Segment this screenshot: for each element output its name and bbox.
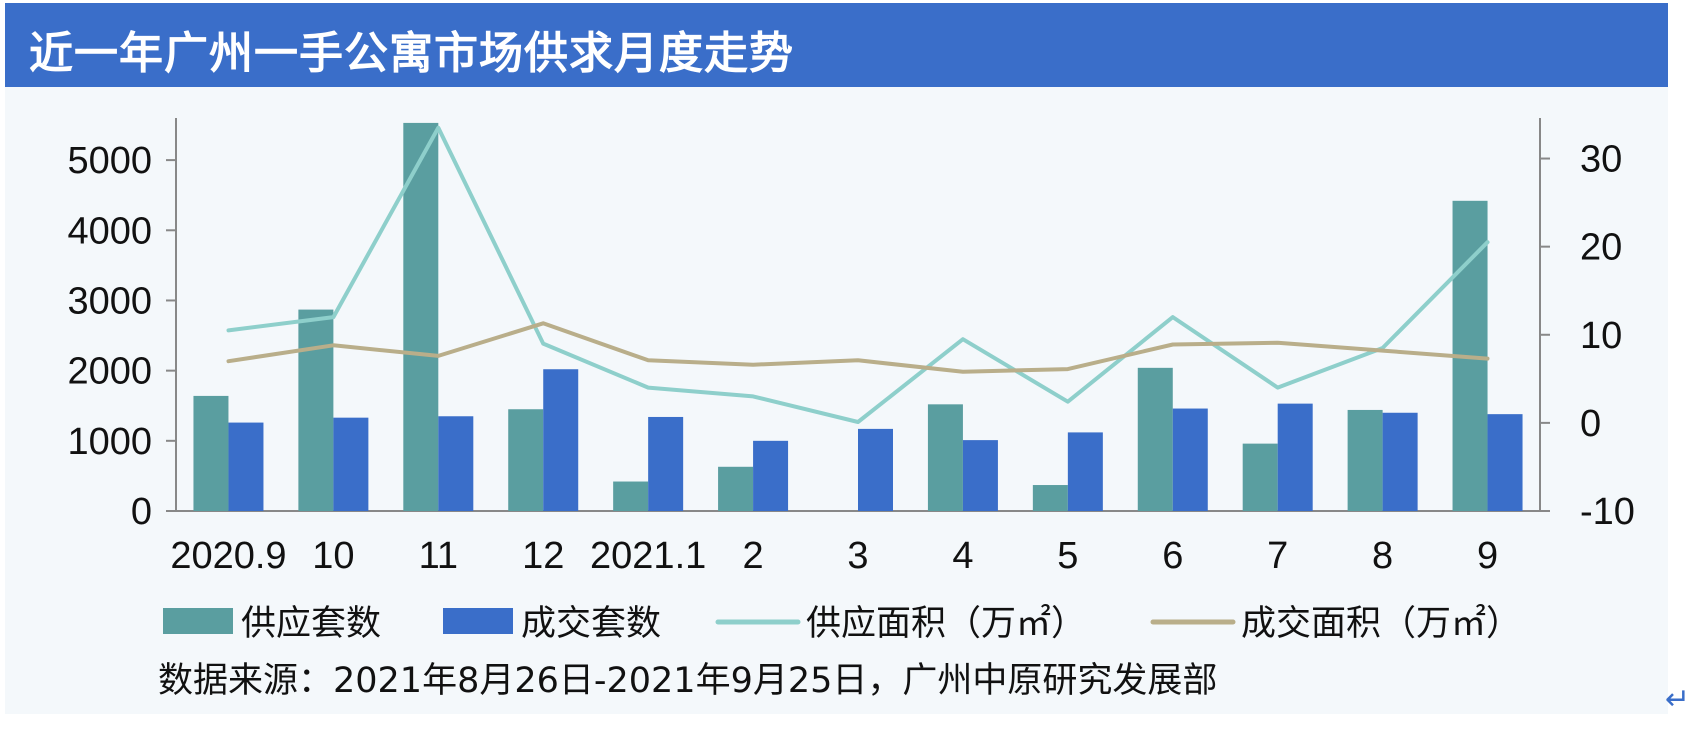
deal-units-bar bbox=[753, 440, 789, 511]
x-tick-label: 11 bbox=[419, 535, 458, 577]
supply-units-bar bbox=[927, 404, 963, 511]
supply-units-bar bbox=[1137, 367, 1173, 511]
deal-units-bar bbox=[333, 417, 369, 511]
supply-units-bar bbox=[193, 395, 229, 511]
supply-units-bar bbox=[1347, 409, 1383, 511]
deal-units-bar bbox=[1487, 414, 1523, 511]
x-tick-label: 2 bbox=[743, 535, 764, 577]
left-tick-label: 1000 bbox=[67, 421, 152, 463]
right-tick-label: 30 bbox=[1580, 139, 1622, 181]
x-tick-label: 3 bbox=[847, 535, 868, 577]
right-tick-label: 20 bbox=[1580, 227, 1622, 269]
source-note: 数据来源：2021年8月26日-2021年9月25日，广州中原研究发展部 bbox=[158, 661, 1218, 701]
deal-units-bar bbox=[858, 428, 893, 511]
legend-deal-units-swatch bbox=[443, 608, 513, 634]
x-tick-label: 10 bbox=[312, 535, 354, 577]
deal-units-bar bbox=[1067, 432, 1103, 511]
supply-area-line bbox=[226, 125, 1490, 424]
deal-units-bar bbox=[1277, 403, 1313, 511]
right-tick-label: 0 bbox=[1580, 403, 1601, 445]
left-tick-label: 2000 bbox=[67, 351, 152, 393]
chart-header: 近一年广州一手公寓市场供求月度走势 bbox=[5, 3, 1668, 87]
legend-supply-units-swatch bbox=[163, 608, 233, 634]
deal-units-bar bbox=[1172, 408, 1208, 511]
legend-deal-area-label: 成交面积（万㎡） bbox=[1241, 603, 1521, 644]
supply-units-bar bbox=[718, 466, 754, 511]
legend-supply-area-label: 供应面积（万㎡） bbox=[806, 603, 1086, 644]
supply-units-bar bbox=[403, 122, 439, 511]
deal-units-bar bbox=[648, 416, 684, 511]
deal-units-bar bbox=[438, 416, 474, 511]
x-tick-label: 2020.9 bbox=[170, 535, 286, 577]
x-tick-label: 12 bbox=[522, 535, 564, 577]
x-tick-label: 8 bbox=[1372, 535, 1393, 577]
deal-units-bar bbox=[543, 369, 579, 511]
return-icon: ↵ bbox=[1665, 682, 1691, 717]
left-tick-label: 0 bbox=[131, 491, 152, 533]
x-tick-label: 2021.1 bbox=[590, 535, 706, 577]
deal-units-bar bbox=[228, 422, 264, 511]
right-tick-label: 10 bbox=[1580, 315, 1622, 357]
supply-units-bar bbox=[508, 409, 544, 511]
x-tick-label: 4 bbox=[952, 535, 973, 577]
left-tick-label: 4000 bbox=[67, 210, 152, 252]
chart-title: 近一年广州一手公寓市场供求月度走势 bbox=[29, 28, 794, 79]
legend-supply-units-label: 供应套数 bbox=[241, 604, 381, 644]
x-tick-label: 6 bbox=[1162, 535, 1183, 577]
legend-deal-units-label: 成交套数 bbox=[521, 604, 661, 644]
x-tick-label: 7 bbox=[1267, 535, 1288, 577]
left-tick-label: 5000 bbox=[67, 140, 152, 182]
supply-units-bar bbox=[1242, 443, 1278, 511]
deal-area-line bbox=[226, 321, 1490, 374]
right-tick-label: -10 bbox=[1580, 491, 1635, 533]
x-tick-label: 5 bbox=[1057, 535, 1078, 577]
supply-units-bar bbox=[613, 481, 649, 511]
chart-panel bbox=[5, 87, 1668, 714]
supply-units-bar bbox=[1032, 485, 1068, 511]
supply-units-bar bbox=[298, 309, 334, 511]
deal-units-bar bbox=[1382, 412, 1418, 511]
left-tick-label: 3000 bbox=[67, 280, 152, 322]
deal-units-bar bbox=[962, 440, 998, 511]
x-tick-label: 9 bbox=[1477, 535, 1498, 577]
